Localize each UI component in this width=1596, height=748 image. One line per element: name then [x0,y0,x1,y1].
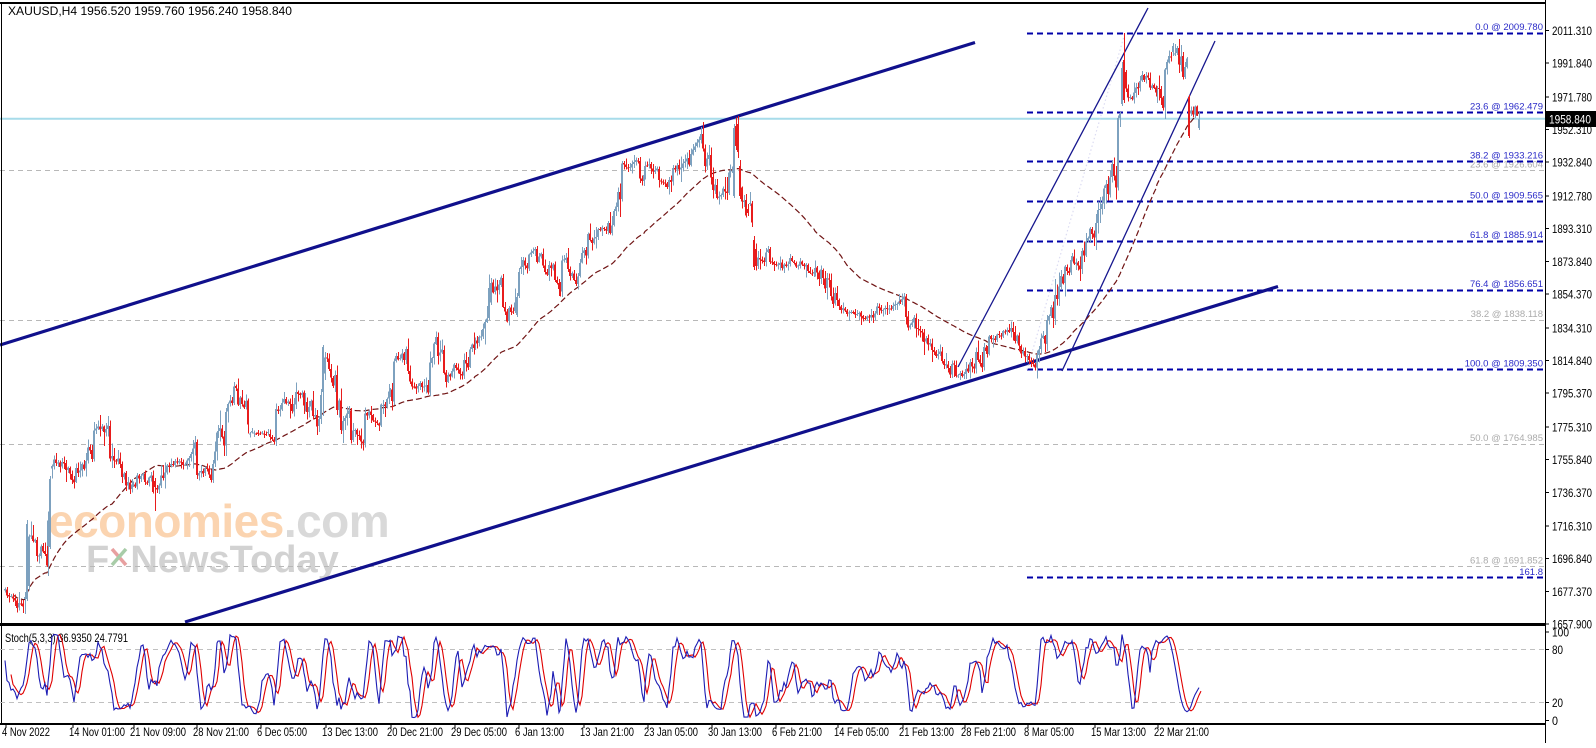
svg-text:6 Feb 21:00: 6 Feb 21:00 [772,725,822,739]
svg-text:1932.840: 1932.840 [1552,156,1592,170]
svg-text:38.2 @ 1838.118: 38.2 @ 1838.118 [1471,309,1543,320]
svg-text:22 Mar 21:00: 22 Mar 21:00 [1154,725,1209,739]
svg-text:2011.310: 2011.310 [1552,24,1592,38]
svg-text:0: 0 [1552,714,1558,728]
svg-text:14 Feb 05:00: 14 Feb 05:00 [834,725,889,739]
svg-text:28 Feb 21:00: 28 Feb 21:00 [961,725,1016,739]
svg-text:1893.310: 1893.310 [1552,222,1592,236]
svg-text:15 Mar 13:00: 15 Mar 13:00 [1091,725,1146,739]
svg-text:50.0 @ 1764.985: 50.0 @ 1764.985 [1470,433,1543,444]
svg-text:1991.840: 1991.840 [1552,57,1592,71]
svg-text:0.0 @ 2009.780: 0.0 @ 2009.780 [1475,22,1543,33]
svg-text:1814.840: 1814.840 [1552,354,1592,368]
svg-text:1736.370: 1736.370 [1552,486,1592,500]
svg-text:6 Jan 13:00: 6 Jan 13:00 [515,725,564,739]
svg-text:1677.370: 1677.370 [1552,585,1592,599]
svg-text:28 Nov 21:00: 28 Nov 21:00 [193,725,249,739]
svg-text:21 Nov 09:00: 21 Nov 09:00 [130,725,186,739]
svg-text:1971.780: 1971.780 [1552,90,1592,104]
svg-text:161.8: 161.8 [1519,567,1543,578]
svg-text:6 Dec 05:00: 6 Dec 05:00 [257,725,307,739]
svg-text:4 Nov 2022: 4 Nov 2022 [2,725,50,739]
svg-text:23.6 @ 1962.479: 23.6 @ 1962.479 [1470,101,1543,112]
svg-text:1716.310: 1716.310 [1552,520,1592,534]
svg-text:1795.370: 1795.370 [1552,387,1592,401]
svg-text:80: 80 [1552,643,1563,657]
svg-text:1834.310: 1834.310 [1552,321,1592,335]
svg-text:100: 100 [1552,625,1569,639]
svg-text:23.6 @ 1926.604: 23.6 @ 1926.604 [1470,160,1543,171]
svg-text:14 Nov 01:00: 14 Nov 01:00 [69,725,125,739]
svg-text:38.2 @ 1933.216: 38.2 @ 1933.216 [1470,151,1543,162]
svg-text:29 Dec 05:00: 29 Dec 05:00 [451,725,507,739]
svg-text:1958.840: 1958.840 [1549,113,1591,127]
svg-text:1873.840: 1873.840 [1552,255,1592,269]
svg-text:23 Jan 05:00: 23 Jan 05:00 [644,725,698,739]
svg-text:Stoch(5,3,3) 36.9350 24.7791: Stoch(5,3,3) 36.9350 24.7791 [5,631,128,645]
svg-text:61.8 @ 1885.914: 61.8 @ 1885.914 [1470,230,1543,241]
svg-text:1696.840: 1696.840 [1552,552,1592,566]
svg-text:61.8 @ 1691.852: 61.8 @ 1691.852 [1470,556,1543,567]
svg-text:XAUUSD,H4 1956.520 1959.760 1: XAUUSD,H4 1956.520 1959.760 1956.240 195… [8,4,292,18]
svg-text:20: 20 [1552,696,1563,710]
svg-text:1854.370: 1854.370 [1552,288,1592,302]
svg-text:30 Jan 13:00: 30 Jan 13:00 [708,725,762,739]
svg-text:13 Dec 13:00: 13 Dec 13:00 [322,725,378,739]
svg-text:1775.310: 1775.310 [1552,420,1592,434]
svg-text:100.0 @ 1809.350: 100.0 @ 1809.350 [1465,359,1543,370]
svg-text:20 Dec 21:00: 20 Dec 21:00 [387,725,443,739]
svg-text:13 Jan 21:00: 13 Jan 21:00 [580,725,634,739]
svg-text:21 Feb 13:00: 21 Feb 13:00 [899,725,954,739]
svg-text:50.0 @ 1909.565: 50.0 @ 1909.565 [1470,190,1543,201]
svg-text:8 Mar 05:00: 8 Mar 05:00 [1024,725,1074,739]
svg-text:economies.com: economies.com [48,495,389,547]
svg-text:1755.840: 1755.840 [1552,453,1592,467]
svg-text:1912.780: 1912.780 [1552,189,1592,203]
svg-text:1657.900: 1657.900 [1552,618,1592,632]
svg-text:76.4 @ 1856.651: 76.4 @ 1856.651 [1470,279,1543,290]
